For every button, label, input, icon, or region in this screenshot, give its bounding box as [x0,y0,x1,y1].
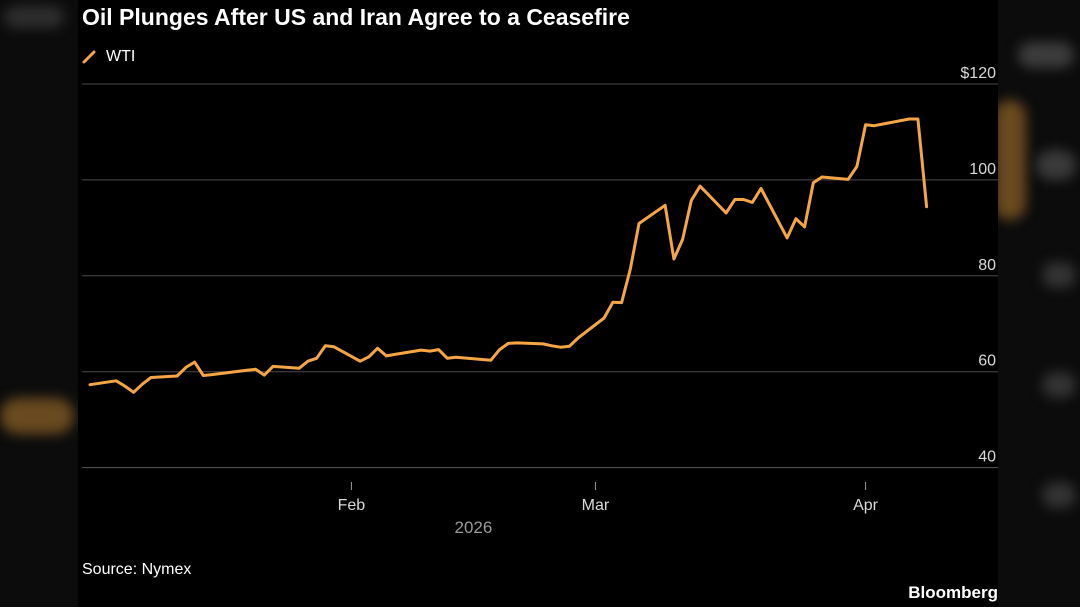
chart-title: Oil Plunges After US and Iran Agree to a… [82,4,630,30]
y-tick-label: $120 [960,65,996,82]
blurred-shape [4,6,64,28]
year-label: 2026 [455,518,493,537]
x-tick-label: Mar [582,497,610,514]
x-tick-label: Feb [338,497,366,514]
bloomberg-logo: Bloomberg [908,583,998,602]
y-tick-label: 40 [978,449,996,466]
source-note: Source: Nymex [82,561,192,578]
legend-line-icon [82,50,96,64]
series-line-wti [88,117,929,394]
blurred-shape [1042,372,1076,398]
blurred-shape [1042,482,1076,508]
left-background [0,0,78,607]
y-tick-label: 100 [969,161,996,178]
y-tick-label: 80 [978,257,996,274]
blurred-shape [1036,150,1076,180]
y-tick-label: 60 [978,353,996,370]
blurred-shape [1042,262,1076,288]
blurred-shape [994,100,1026,220]
legend: WTI [82,48,135,66]
x-tick-label: Apr [853,497,879,514]
blurred-shape [0,398,74,434]
legend-label-wti: WTI [106,48,136,65]
chart-panel [78,0,998,607]
right-background [994,0,1080,607]
blurred-shape [1018,42,1074,68]
